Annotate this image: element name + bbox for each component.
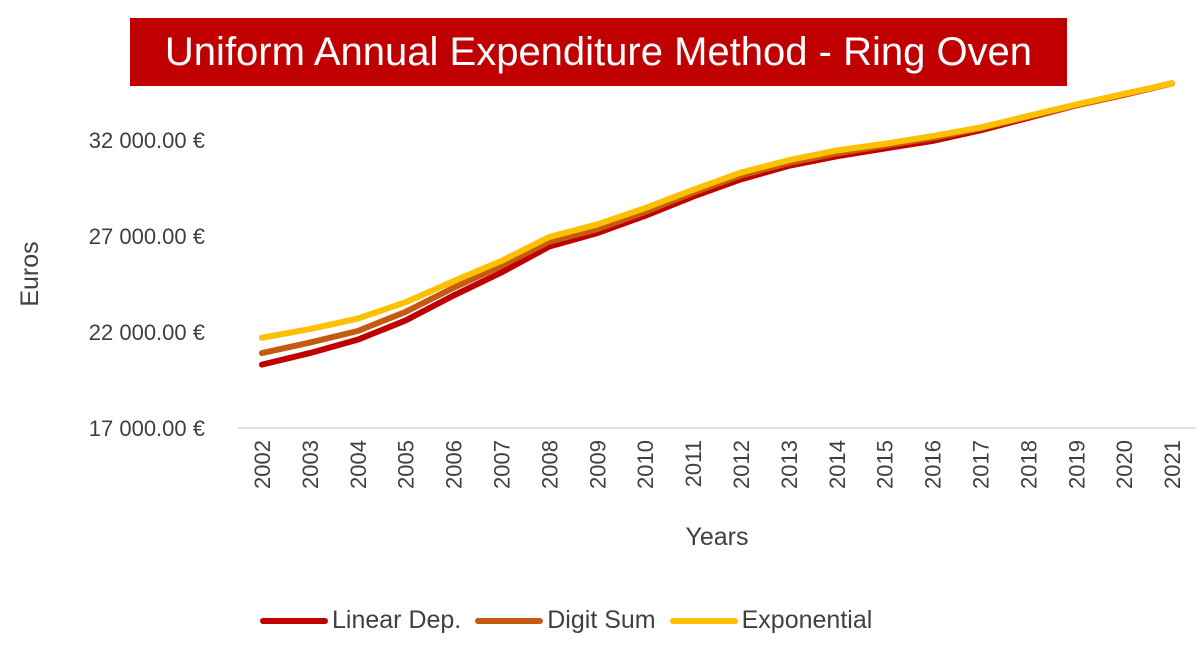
y-axis-title: Euros <box>16 241 44 306</box>
legend-swatch <box>669 617 738 624</box>
x-tick-label: 2003 <box>298 440 323 489</box>
x-tick-label: 2013 <box>777 440 802 489</box>
legend-label: Linear Dep. <box>332 606 462 634</box>
x-axis-ticks: 2002 2003 2004 2005 2006 2007 2008 2009 2010 2011… <box>250 440 1185 489</box>
x-tick-label: 2021 <box>1160 440 1185 489</box>
y-tick-label: 17 000.00 € <box>89 416 205 441</box>
x-axis-title: Years <box>685 523 748 551</box>
x-tick-label: 2010 <box>633 440 658 489</box>
x-tick-label: 2004 <box>346 440 371 489</box>
x-tick-label: 2009 <box>585 440 610 489</box>
legend-item: Digit Sum <box>475 606 656 635</box>
x-tick-label: 2002 <box>250 440 275 489</box>
x-tick-label: 2006 <box>442 440 467 489</box>
x-tick-label: 2018 <box>1016 440 1041 489</box>
y-tick-label: 32 000.00 € <box>89 128 205 153</box>
x-tick-label: 2007 <box>489 440 514 489</box>
series-line-exponential <box>258 80 1176 341</box>
x-tick-label: 2019 <box>1064 440 1089 489</box>
chart-title: Uniform Annual Expenditure Method - Ring… <box>164 29 1033 74</box>
legend-label: Digit Sum <box>547 606 656 634</box>
legend: Linear Dep. Digit Sum Exponential <box>260 606 886 635</box>
x-tick-label: 2015 <box>873 440 898 489</box>
x-tick-label: 2011 <box>681 440 706 487</box>
legend-swatch <box>475 617 544 624</box>
x-tick-label: 2020 <box>1112 440 1137 489</box>
x-tick-label: 2016 <box>921 440 946 489</box>
x-tick-label: 2005 <box>394 440 419 489</box>
series-line-digit-sum <box>258 80 1176 357</box>
y-tick-label: 27 000.00 € <box>89 224 205 249</box>
y-axis-ticks: 17 000.00 € 22 000.00 € 27 000.00 € 32 000.… <box>89 128 205 441</box>
series-line-linear-dep <box>258 80 1176 368</box>
legend-item: Linear Dep. <box>260 606 461 635</box>
x-tick-label: 2017 <box>968 440 993 489</box>
legend-item: Exponential <box>669 606 873 635</box>
y-tick-label: 22 000.00 € <box>89 320 205 345</box>
x-tick-label: 2014 <box>825 440 850 489</box>
x-tick-label: 2012 <box>729 440 754 489</box>
chart-title-box: Uniform Annual Expenditure Method - Ring… <box>130 18 1067 86</box>
series-lines <box>258 80 1176 368</box>
x-tick-label: 2008 <box>537 440 562 489</box>
legend-label: Exponential <box>741 606 873 634</box>
legend-swatch <box>260 617 328 624</box>
